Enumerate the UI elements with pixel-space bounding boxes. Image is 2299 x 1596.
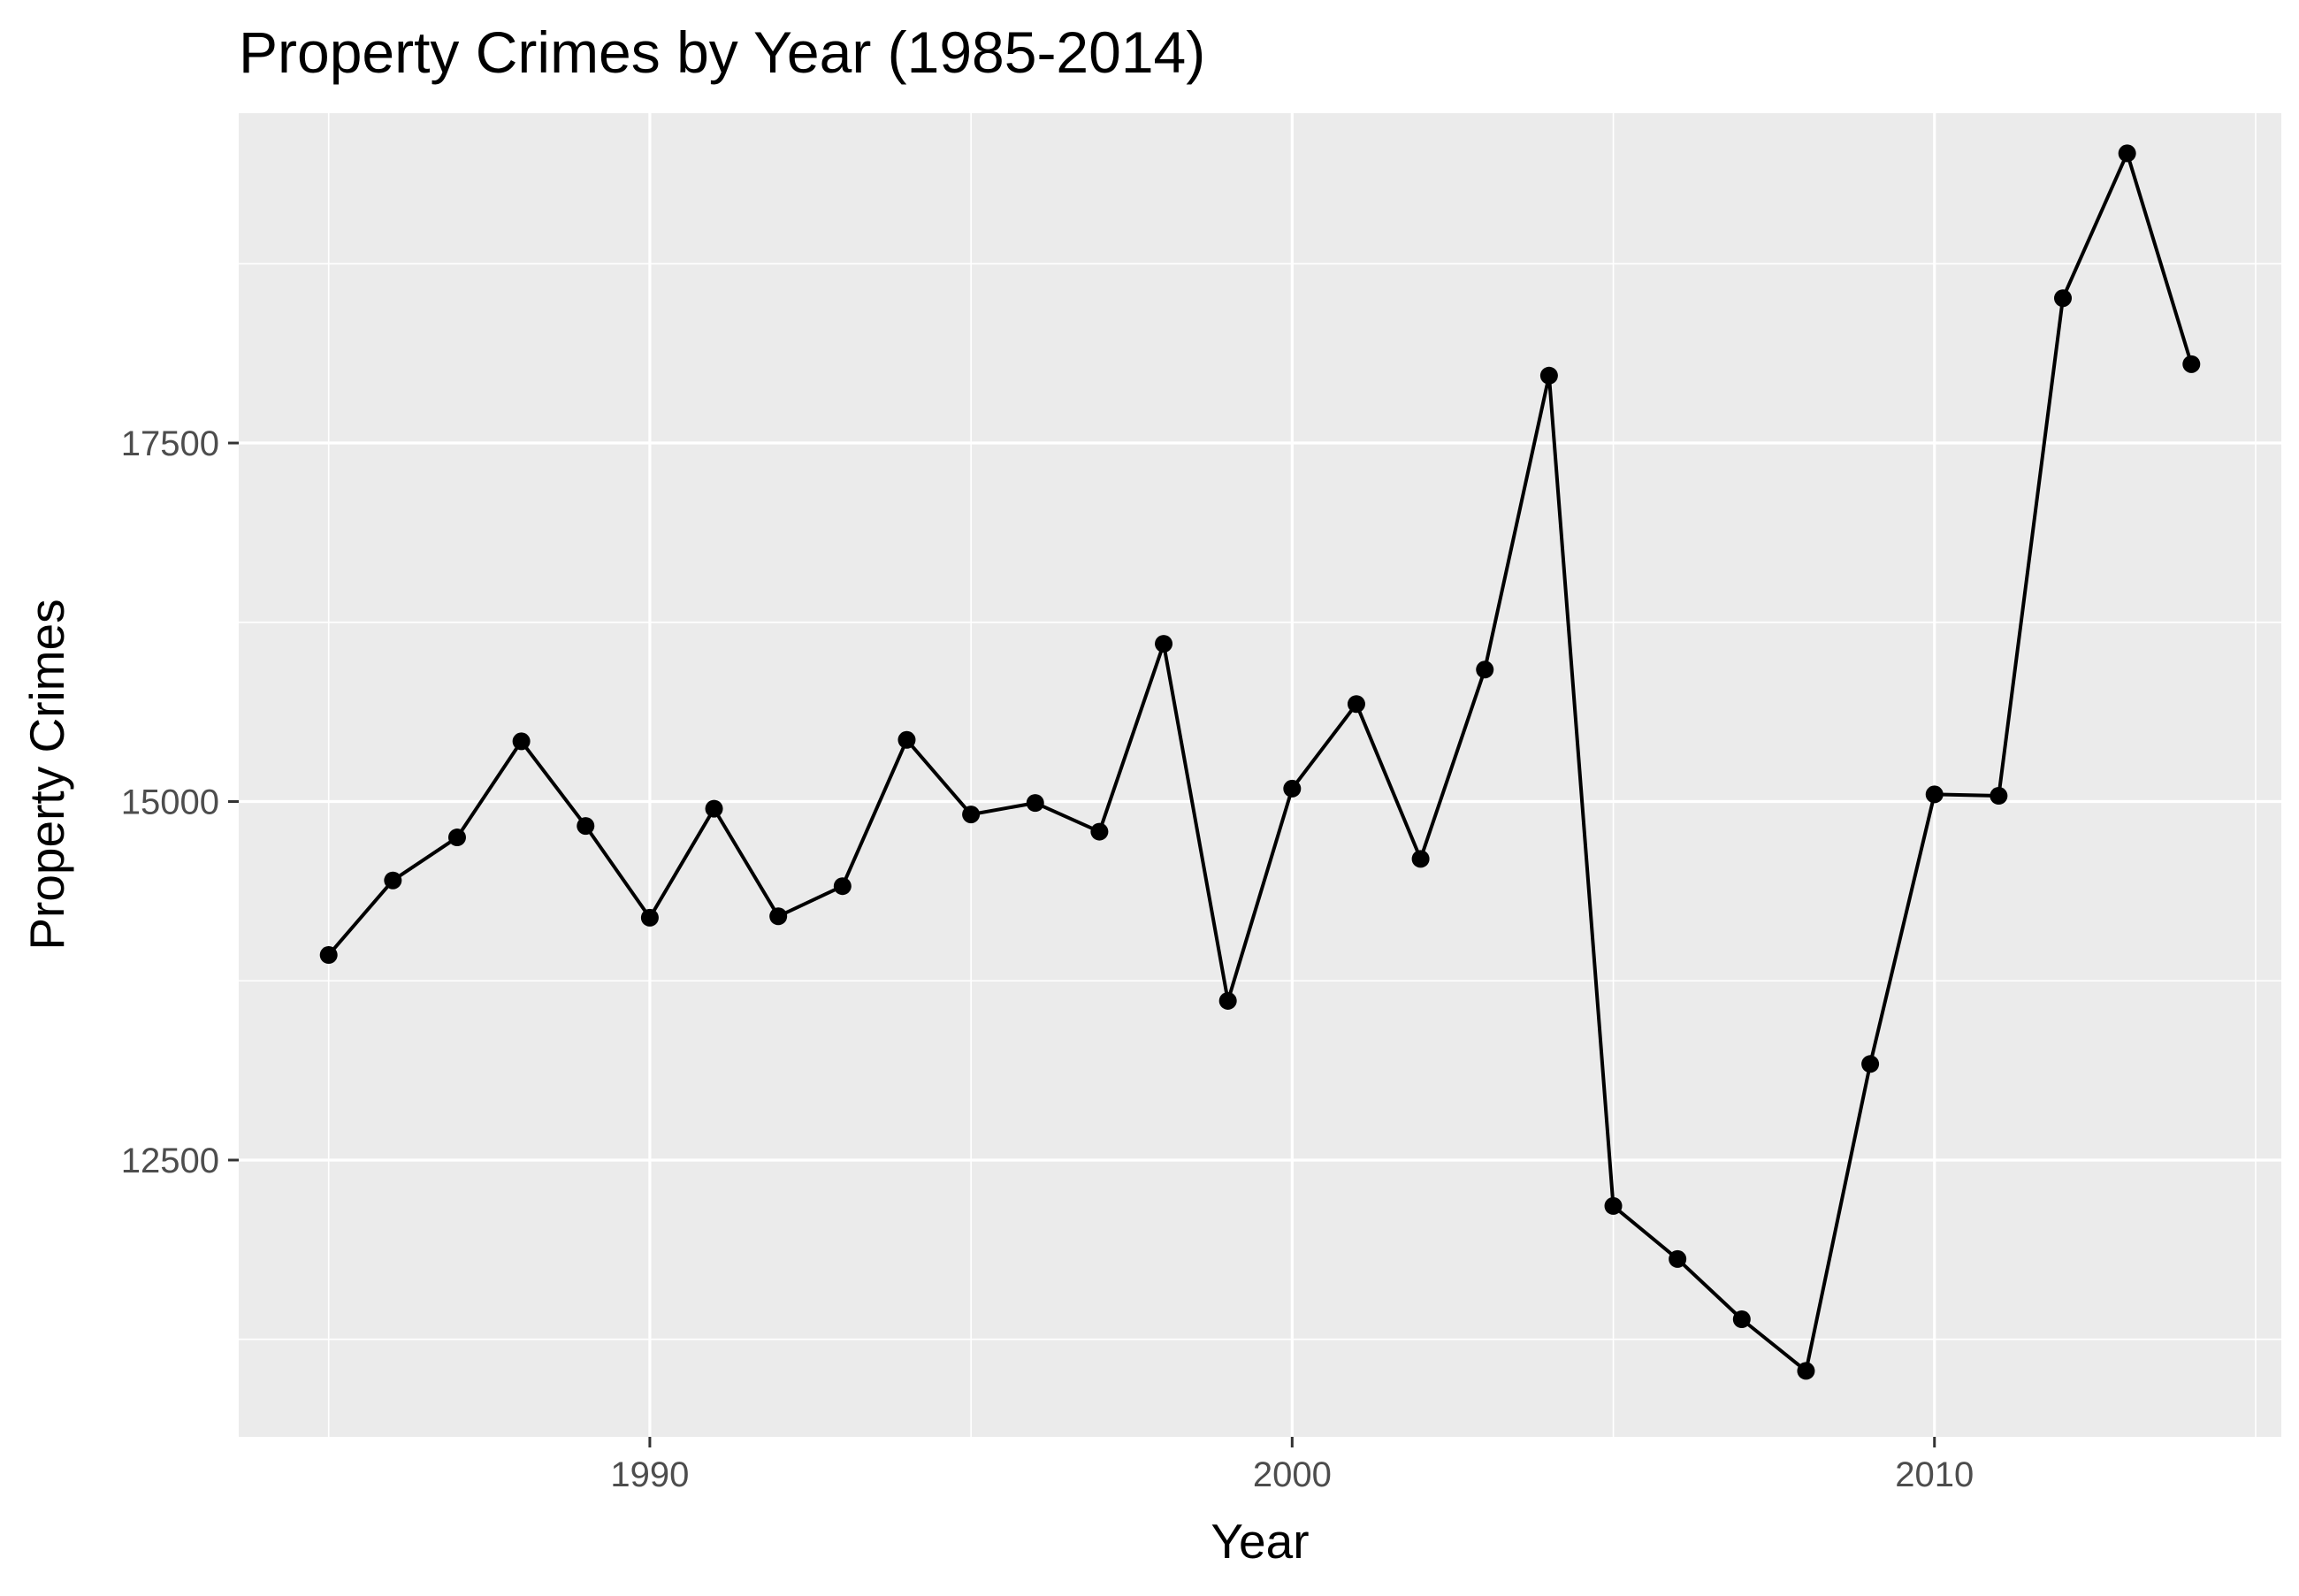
x-tick-label: 2000 xyxy=(1253,1455,1332,1494)
data-point xyxy=(319,946,338,965)
x-axis-title: Year xyxy=(1211,1514,1309,1569)
data-point xyxy=(2054,289,2073,308)
y-tick-label: 17500 xyxy=(121,424,219,463)
data-point xyxy=(1604,1196,1623,1215)
data-point xyxy=(962,806,981,824)
data-point xyxy=(1347,695,1365,714)
data-points xyxy=(319,144,2201,1380)
data-point xyxy=(2118,144,2136,163)
axis-ticks xyxy=(228,441,1936,1447)
data-point xyxy=(705,799,723,818)
chart-title: Property Crimes by Year (1985-2014) xyxy=(239,19,1205,85)
data-point xyxy=(1925,785,1944,804)
data-point xyxy=(1669,1249,1687,1268)
data-point xyxy=(512,732,531,751)
x-tick-label: 1990 xyxy=(610,1455,689,1494)
data-point xyxy=(1155,635,1173,653)
data-point xyxy=(1797,1362,1815,1380)
y-tick-label: 15000 xyxy=(121,783,219,822)
x-tick-label: 2010 xyxy=(1895,1455,1974,1494)
data-point xyxy=(1090,822,1109,841)
data-point xyxy=(447,829,466,847)
y-axis-title: Property Crimes xyxy=(19,599,74,950)
tick-labels: 1990 2000 2010 12500 15000 17500 xyxy=(121,424,1974,1494)
data-point xyxy=(1990,787,2008,806)
data-point xyxy=(1476,661,1494,679)
minor-gridlines xyxy=(239,113,2281,1437)
major-gridlines xyxy=(239,113,2281,1437)
data-point xyxy=(1732,1310,1751,1329)
data-point xyxy=(1218,991,1237,1010)
plot-panel xyxy=(239,113,2281,1437)
data-point xyxy=(2182,355,2201,373)
data-point xyxy=(640,908,659,927)
data-point xyxy=(1539,366,1558,385)
data-point xyxy=(769,907,788,926)
data-point xyxy=(577,817,595,836)
data-point xyxy=(384,871,402,890)
data-point xyxy=(1411,850,1430,868)
data-point xyxy=(833,877,852,896)
data-point xyxy=(897,730,916,749)
data-point xyxy=(1861,1055,1880,1073)
data-point xyxy=(1026,794,1044,813)
y-tick-label: 12500 xyxy=(121,1142,219,1180)
data-point xyxy=(1283,779,1302,798)
series-line xyxy=(327,151,2194,1373)
